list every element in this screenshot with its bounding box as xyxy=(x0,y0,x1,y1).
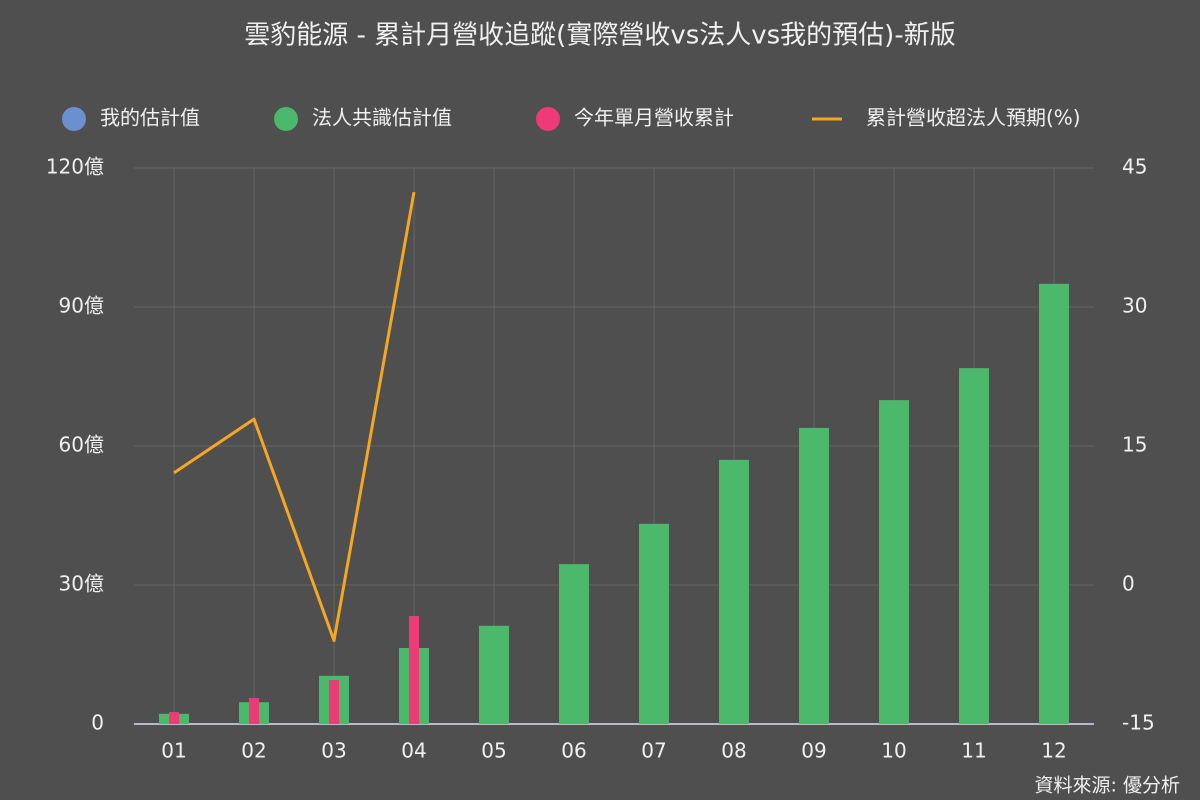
y2-tick-label: -15 xyxy=(1122,711,1155,735)
bar xyxy=(249,698,259,724)
y-tick-label: 90億 xyxy=(59,294,104,318)
y-tick-label: 0 xyxy=(91,711,104,735)
bar xyxy=(639,523,669,724)
bar xyxy=(169,711,179,724)
y-tick-label: 60億 xyxy=(59,433,104,457)
y-tick-label: 120億 xyxy=(46,155,104,179)
legend-label: 法人共識估計值 xyxy=(312,106,452,130)
legend-label: 我的估計值 xyxy=(100,106,200,130)
bar xyxy=(1039,283,1069,724)
y2-tick-label: 30 xyxy=(1122,294,1147,318)
y-tick-label: 30億 xyxy=(59,572,104,596)
x-tick-label: 06 xyxy=(561,739,586,763)
x-tick-label: 08 xyxy=(721,739,746,763)
bar xyxy=(959,368,989,724)
bar xyxy=(409,616,419,724)
legend-swatch xyxy=(274,107,298,131)
x-tick-label: 01 xyxy=(161,739,186,763)
bar xyxy=(799,427,829,724)
y2-tick-label: 15 xyxy=(1122,433,1147,457)
x-tick-label: 03 xyxy=(321,739,346,763)
x-tick-label: 04 xyxy=(401,739,426,763)
chart-title: 雲豹能源 - 累計月營收追蹤(實際營收vs法人vs我的預估)-新版 xyxy=(244,21,955,51)
y2-tick-label: 45 xyxy=(1122,155,1147,179)
legend-swatch xyxy=(536,107,560,131)
x-tick-label: 02 xyxy=(241,739,266,763)
bar xyxy=(879,400,909,724)
x-tick-label: 07 xyxy=(641,739,666,763)
bar xyxy=(559,564,589,724)
bar xyxy=(479,625,509,724)
x-tick-label: 05 xyxy=(481,739,506,763)
line xyxy=(173,191,416,643)
x-tick-label: 10 xyxy=(881,739,906,763)
y2-tick-label: 0 xyxy=(1122,572,1135,596)
x-tick-label: 11 xyxy=(961,739,986,763)
bar xyxy=(329,679,339,724)
x-tick-label: 09 xyxy=(801,739,826,763)
x-tick-label: 12 xyxy=(1041,739,1066,763)
legend-swatch xyxy=(62,107,86,131)
bar xyxy=(719,459,749,724)
source: 資料來源: 優分析 xyxy=(1035,775,1180,797)
legend-label: 今年單月營收累計 xyxy=(574,106,734,130)
legend-label: 累計營收超法人預期(%) xyxy=(866,106,1081,130)
